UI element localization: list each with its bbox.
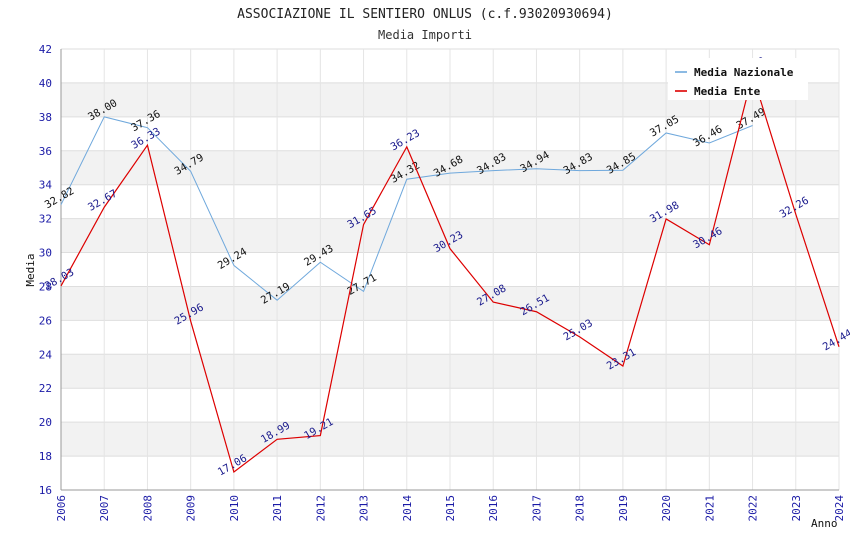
y-tick-label: 38 bbox=[39, 111, 52, 124]
y-tick-label: 32 bbox=[39, 213, 52, 226]
data-label: 24.44 bbox=[821, 327, 850, 353]
x-tick-label: 2015 bbox=[444, 495, 457, 522]
y-tick-label: 22 bbox=[39, 382, 52, 395]
x-tick-label: 2022 bbox=[747, 495, 760, 522]
legend-entry: Media Ente bbox=[694, 85, 761, 98]
x-tick-label: 2006 bbox=[55, 495, 68, 522]
y-tick-label: 24 bbox=[39, 348, 53, 361]
x-tick-label: 2023 bbox=[790, 495, 803, 522]
y-tick-label: 20 bbox=[39, 416, 52, 429]
legend: Media Nazionale Media Ente bbox=[668, 58, 808, 100]
x-tick-label: 2010 bbox=[228, 495, 241, 522]
y-tick-label: 42 bbox=[39, 43, 52, 56]
y-tick-label: 30 bbox=[39, 247, 52, 260]
y-tick-labels: 16 18 20 22 24 26 28 30 32 34 36 38 40 42 bbox=[39, 43, 53, 497]
x-tick-label: 2017 bbox=[530, 495, 543, 522]
x-tick-label: 2013 bbox=[358, 495, 371, 522]
x-tick-label: 2014 bbox=[401, 495, 414, 522]
chart-subtitle: Media Importi bbox=[378, 28, 472, 42]
x-tick-label: 2024 bbox=[833, 495, 846, 522]
y-tick-label: 36 bbox=[39, 145, 52, 158]
y-tick-label: 26 bbox=[39, 314, 52, 327]
y-tick-label: 28 bbox=[39, 280, 52, 293]
y-tick-label: 16 bbox=[39, 484, 52, 497]
x-tick-label: 2020 bbox=[660, 495, 673, 522]
legend-entry: Media Nazionale bbox=[694, 66, 794, 79]
x-tick-label: 2018 bbox=[574, 495, 587, 522]
data-label: 32.26 bbox=[778, 195, 811, 221]
x-tick-label: 2016 bbox=[487, 495, 500, 522]
y-tick-label: 34 bbox=[39, 179, 53, 192]
x-tick-label: 2009 bbox=[185, 495, 198, 522]
y-tick-label: 40 bbox=[39, 77, 52, 90]
x-axis-label: Anno bbox=[811, 517, 838, 530]
x-tick-label: 2012 bbox=[314, 495, 327, 522]
grid-lines bbox=[60, 48, 840, 491]
x-tick-label: 2011 bbox=[271, 495, 284, 522]
legend-box bbox=[668, 58, 808, 100]
x-tick-labels: 2006 2007 2008 2009 2010 2011 2012 2013 2014 2015… bbox=[55, 495, 846, 522]
y-axis-label: Media bbox=[24, 253, 37, 286]
chart-title: ASSOCIAZIONE IL SENTIERO ONLUS (c.f.9302… bbox=[237, 7, 613, 22]
x-tick-label: 2021 bbox=[703, 495, 716, 522]
x-tick-label: 2019 bbox=[617, 495, 630, 522]
axes bbox=[60, 49, 839, 491]
x-tick-label: 2007 bbox=[98, 495, 111, 522]
data-label: 25.03 bbox=[561, 317, 594, 343]
x-tick-label: 2008 bbox=[141, 495, 154, 522]
data-label: 36.46 bbox=[691, 123, 724, 149]
y-tick-label: 18 bbox=[39, 450, 52, 463]
